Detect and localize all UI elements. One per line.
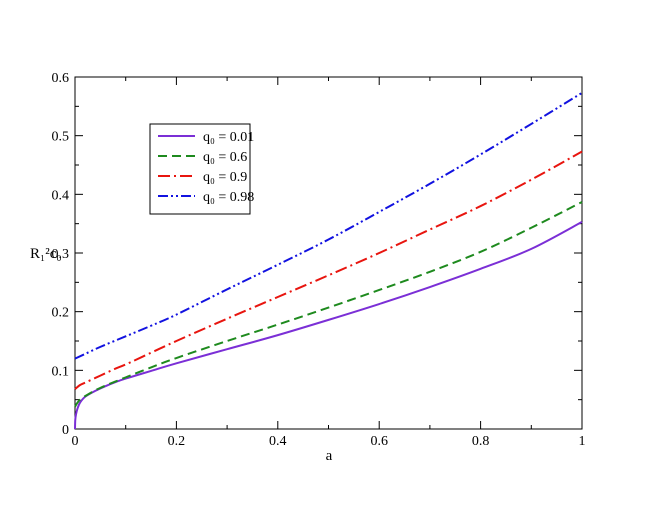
x-axis-label: a	[326, 448, 333, 464]
y-tick-label: 0.2	[52, 306, 70, 321]
series-line-4	[74, 91, 583, 360]
y-tick-label: 0.3	[52, 247, 70, 262]
series-lines	[74, 91, 583, 430]
axis-tick-labels: 0 0.2 0.4 0.6 0.8 1 0 0.1 0.2 0.3 0.4 0.5 0.6	[52, 71, 586, 449]
legend: q₀ = 0.01 q₀ = 0.6 q₀ = 0.9 q₀ = 0.98	[149, 123, 254, 215]
y-tick-label: 0.5	[52, 130, 70, 145]
y-tick-label: 0.4	[52, 188, 70, 203]
y-tick-label: 0.6	[52, 71, 70, 86]
x-tick-label: 0.4	[269, 434, 287, 449]
legend-label-2: q₀ = 0.6	[203, 150, 247, 165]
y-axis-label: R₁²c₀	[30, 246, 62, 262]
legend-label-4: q₀ = 0.98	[203, 190, 254, 205]
x-tick-label: 0	[72, 434, 79, 449]
series-line-2	[74, 201, 583, 408]
legend-box	[149, 123, 251, 215]
x-tick-label: 0.8	[472, 434, 490, 449]
legend-label-3: q₀ = 0.9	[203, 170, 247, 185]
series-line-3	[74, 150, 583, 390]
x-tick-label: 0.2	[168, 434, 186, 449]
y-tick-label: 0.1	[52, 364, 70, 379]
legend-label-1: q₀ = 0.01	[203, 130, 254, 145]
series-line-1	[74, 221, 583, 430]
x-tick-label: 0.6	[370, 434, 388, 449]
y-tick-label: 0	[62, 423, 69, 438]
x-tick-label: 1	[579, 434, 586, 449]
